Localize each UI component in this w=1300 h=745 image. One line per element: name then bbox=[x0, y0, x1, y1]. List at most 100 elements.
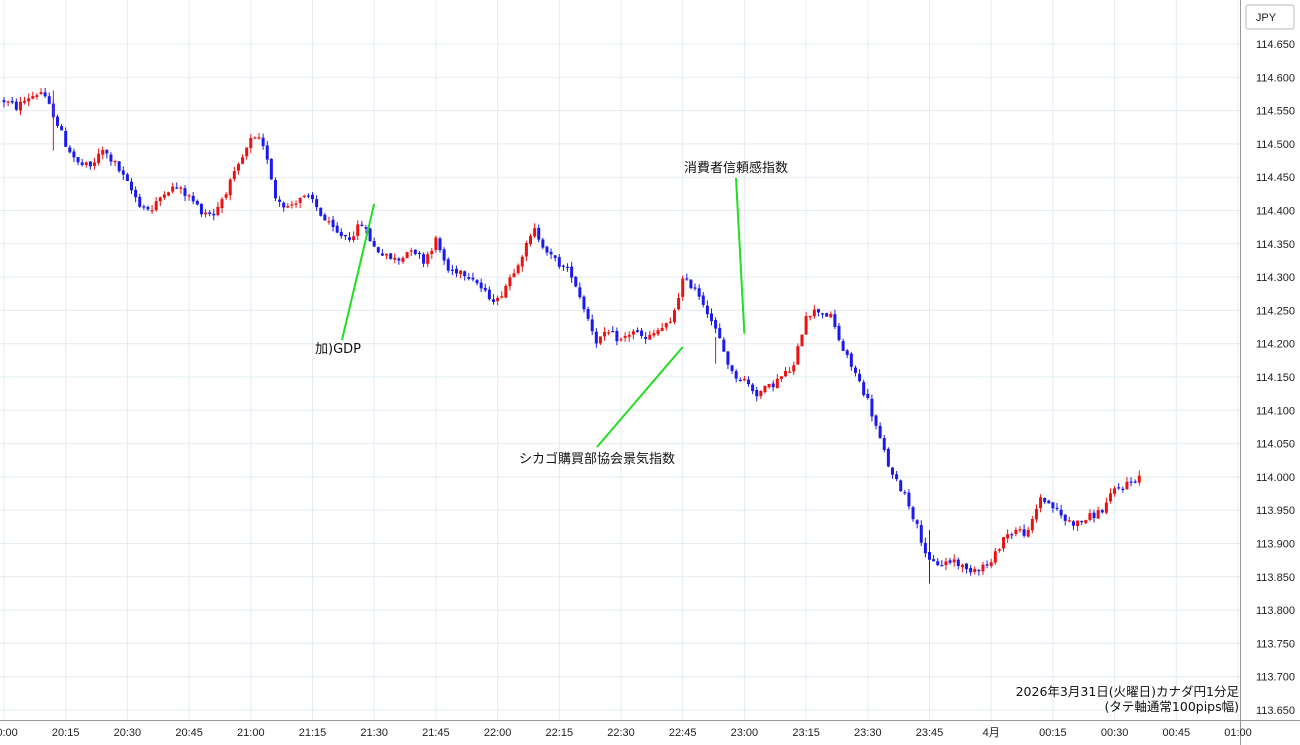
candle-up bbox=[179, 187, 183, 189]
x-tick-label: 21:00 bbox=[237, 727, 265, 739]
annotation-label: シカゴ購買部協会景気指数 bbox=[519, 451, 675, 467]
candle-down bbox=[903, 492, 907, 494]
candle-down bbox=[923, 542, 927, 554]
candle-down bbox=[825, 313, 829, 317]
candle-down bbox=[1022, 529, 1026, 536]
candle-down bbox=[932, 559, 936, 562]
candle-down bbox=[121, 170, 125, 175]
candle-down bbox=[755, 390, 759, 397]
candle-down bbox=[1080, 520, 1084, 523]
candle-up bbox=[767, 383, 771, 388]
candle-up bbox=[960, 564, 964, 568]
candle-down bbox=[948, 560, 952, 563]
x-tick-label: 23:30 bbox=[854, 727, 882, 739]
candle-down bbox=[105, 149, 109, 154]
candle-up bbox=[1014, 529, 1018, 535]
candle-up bbox=[39, 92, 43, 94]
candle-down bbox=[977, 569, 981, 572]
candle-down bbox=[590, 319, 594, 332]
candle-down bbox=[582, 296, 586, 310]
candle-down bbox=[578, 287, 582, 298]
candle-up bbox=[775, 378, 779, 389]
x-tick-label: 00:30 bbox=[1101, 727, 1129, 739]
candle-up bbox=[459, 270, 463, 274]
x-tick-label: 01:00 bbox=[1224, 727, 1252, 739]
annotation-label: 消費者信頼感指数 bbox=[684, 160, 788, 176]
candle-down bbox=[915, 520, 919, 524]
candle-up bbox=[1006, 534, 1010, 539]
candle-down bbox=[68, 147, 72, 153]
candle-up bbox=[241, 157, 245, 164]
candle-down bbox=[640, 330, 644, 336]
candle-down bbox=[269, 158, 273, 180]
candle-up bbox=[800, 334, 804, 347]
annotation-leader bbox=[735, 177, 746, 334]
y-tick-label: 114.300 bbox=[1256, 272, 1295, 284]
x-tick-label: 21:15 bbox=[299, 727, 327, 739]
candle-down bbox=[870, 398, 874, 417]
currency-label: JPY bbox=[1256, 12, 1277, 24]
candle-down bbox=[261, 137, 265, 147]
candle-down bbox=[1121, 488, 1125, 490]
annotation-leader bbox=[596, 346, 684, 448]
candle-down bbox=[545, 246, 549, 253]
y-tick-label: 113.650 bbox=[1256, 705, 1295, 717]
candle-up bbox=[524, 242, 528, 257]
candle-up bbox=[1125, 481, 1129, 490]
candle-down bbox=[306, 195, 310, 197]
candle-down bbox=[14, 101, 18, 110]
candle-down bbox=[339, 231, 343, 237]
candle-down bbox=[549, 251, 553, 255]
y-tick-label: 114.000 bbox=[1256, 472, 1295, 484]
y-tick-label: 113.800 bbox=[1256, 605, 1295, 617]
candle-down bbox=[138, 196, 142, 207]
candle-down bbox=[611, 331, 615, 333]
candle-down bbox=[208, 212, 212, 214]
candle-up bbox=[113, 160, 117, 163]
y-tick-label: 114.450 bbox=[1256, 172, 1295, 184]
candle-up bbox=[598, 336, 602, 344]
candle-down bbox=[364, 227, 368, 229]
candle-down bbox=[1092, 512, 1096, 518]
candle-down bbox=[985, 564, 989, 566]
candle-down bbox=[376, 247, 380, 253]
candle-down bbox=[693, 287, 697, 289]
candle-up bbox=[792, 365, 796, 372]
candle-down bbox=[487, 289, 491, 300]
candle-down bbox=[265, 145, 269, 160]
candle-up bbox=[1039, 497, 1043, 509]
caption-line-2: (タテ軸通常100pips幅) bbox=[1105, 699, 1239, 714]
candle-up bbox=[1108, 493, 1112, 502]
candle-up bbox=[973, 568, 977, 573]
candle-up bbox=[779, 376, 783, 379]
candle-down bbox=[866, 393, 870, 398]
candle-down bbox=[685, 278, 689, 280]
candle-down bbox=[175, 187, 179, 189]
y-tick-label: 114.500 bbox=[1256, 139, 1295, 151]
candle-down bbox=[841, 341, 845, 351]
x-tick-label: 23:15 bbox=[792, 727, 820, 739]
candle-down bbox=[343, 234, 347, 237]
candle-up bbox=[529, 236, 533, 245]
candle-down bbox=[475, 280, 479, 284]
candle-down bbox=[845, 350, 849, 355]
candle-up bbox=[23, 100, 27, 103]
candle-up bbox=[1076, 520, 1080, 526]
candle-down bbox=[134, 189, 138, 198]
candle-down bbox=[60, 126, 64, 131]
candle-up bbox=[1113, 488, 1117, 494]
candle-down bbox=[886, 448, 890, 467]
candle-up bbox=[1067, 520, 1071, 522]
candle-down bbox=[311, 194, 314, 200]
candle-down bbox=[463, 271, 467, 277]
candle-down bbox=[895, 474, 899, 480]
candle-down bbox=[726, 351, 730, 365]
y-tick-label: 113.750 bbox=[1256, 638, 1295, 650]
candle-up bbox=[92, 162, 96, 166]
candle-down bbox=[413, 249, 417, 255]
candle-up bbox=[253, 137, 257, 139]
x-tick-label: 22:00 bbox=[484, 727, 512, 739]
candle-down bbox=[273, 180, 277, 199]
candle-down bbox=[64, 131, 68, 147]
candle-down bbox=[331, 219, 335, 228]
